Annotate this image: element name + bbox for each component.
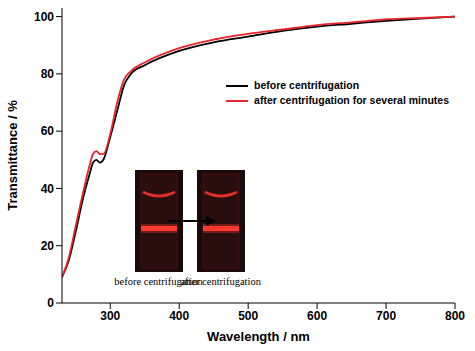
- svg-text:800: 800: [445, 309, 465, 323]
- svg-text:100: 100: [34, 10, 54, 24]
- html-text:after centrifugation: after centrifugation: [180, 276, 261, 287]
- svg-text:700: 700: [376, 309, 396, 323]
- html-text:before centrifugation: before centrifugation: [254, 79, 360, 91]
- html-text:after centrifugation for sever: after centrifugation for several minutes: [254, 94, 449, 106]
- svg-text:0: 0: [47, 296, 54, 310]
- svg-text:300: 300: [100, 309, 120, 323]
- svg-text:80: 80: [41, 67, 55, 81]
- svg-text:500: 500: [238, 309, 258, 323]
- svg-text:60: 60: [41, 124, 55, 138]
- svg-text:600: 600: [307, 309, 327, 323]
- svg-text:Transmittance / %: Transmittance / %: [5, 100, 20, 211]
- svg-text:Wavelength / nm: Wavelength / nm: [207, 329, 310, 344]
- html-text:before centrifugation: before centrifugation: [114, 276, 203, 287]
- svg-text:40: 40: [41, 182, 55, 196]
- svg-text:400: 400: [169, 309, 189, 323]
- svg-text:20: 20: [41, 239, 55, 253]
